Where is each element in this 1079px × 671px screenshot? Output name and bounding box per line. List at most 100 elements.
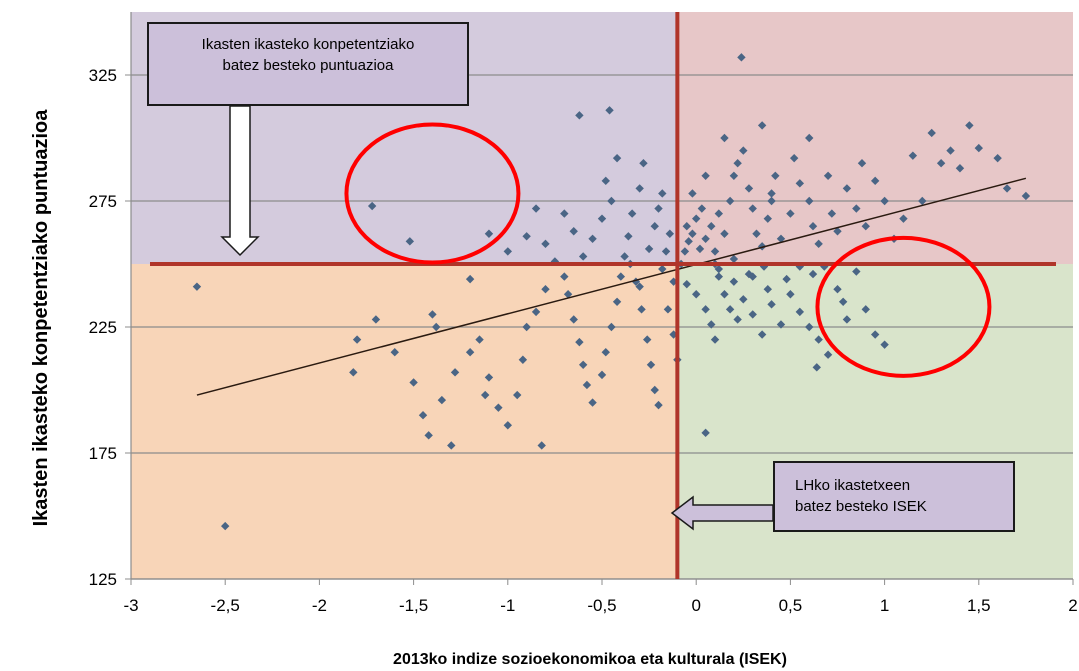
data-point [812, 363, 821, 372]
data-point [563, 290, 573, 299]
data-point [710, 247, 720, 256]
data-point [842, 184, 852, 193]
data-point [899, 214, 908, 223]
data-point [720, 290, 729, 299]
data-point [597, 370, 607, 380]
data-point [789, 153, 799, 163]
highlight-circles [344, 122, 992, 378]
data-point [805, 196, 814, 206]
data-point [447, 441, 456, 450]
data-point [701, 234, 710, 243]
data-point [658, 189, 667, 198]
data-point [692, 214, 701, 223]
data-point [805, 133, 814, 143]
data-point [965, 121, 974, 130]
x-tick-label: -0,5 [587, 596, 616, 615]
x-tick-label: -2,5 [211, 596, 240, 615]
data-point [707, 222, 716, 231]
y-tick-label: 275 [89, 192, 117, 211]
data-point [480, 390, 490, 400]
data-point [569, 315, 578, 324]
data-point [861, 305, 870, 314]
data-point [405, 237, 415, 246]
data-point [612, 153, 622, 163]
data-point [522, 232, 531, 241]
data-point [221, 521, 230, 531]
x-axis-title: 2013ko indize sozioekonomikoa eta kultur… [393, 651, 787, 668]
y-axis-ticks: 125 175 225 275 325 [89, 66, 131, 589]
data-point [748, 272, 757, 281]
left-arrow-icon [670, 495, 774, 531]
data-point [842, 315, 852, 324]
data-point [1021, 191, 1031, 201]
data-point [560, 272, 569, 281]
data-point [870, 330, 880, 339]
data-point [663, 305, 673, 314]
data-point [823, 350, 833, 359]
data-point [513, 390, 522, 400]
data-point [665, 229, 675, 238]
data-point [684, 237, 693, 246]
data-point [680, 247, 690, 256]
data-point [503, 247, 512, 256]
data-point [767, 196, 776, 206]
data-point [771, 171, 780, 180]
data-point [795, 307, 805, 317]
data-point [612, 297, 622, 306]
data-point [857, 159, 867, 168]
data-point [607, 196, 616, 206]
data-point [650, 222, 659, 231]
data-point [752, 229, 761, 238]
data-point [697, 204, 707, 213]
data-point [424, 431, 433, 440]
data-point [833, 285, 842, 294]
data-point [852, 204, 861, 213]
data-point [428, 310, 437, 319]
data-point [714, 272, 724, 281]
x-tick-label: -1 [500, 596, 515, 615]
data-point [620, 252, 629, 261]
data-point [993, 153, 1002, 163]
x-tick-label: -1,5 [399, 596, 428, 615]
mean-isek-callout-line-1: LHko ikastetxeen [795, 477, 911, 494]
data-point [484, 229, 494, 238]
trend-line [196, 177, 1027, 396]
quadrant-top-right [677, 12, 1073, 264]
data-point [748, 204, 757, 213]
x-tick-label: -2 [312, 596, 327, 615]
data-point [522, 322, 531, 332]
data-point [918, 196, 927, 206]
data-point [714, 264, 724, 274]
data-point [737, 53, 746, 62]
data-point [701, 171, 710, 180]
data-point [814, 239, 823, 249]
data-point [635, 184, 644, 193]
data-point [575, 337, 584, 347]
quadrant-backgrounds [131, 12, 1073, 579]
data-point [450, 368, 460, 377]
data-point [795, 179, 805, 188]
data-point [503, 421, 512, 430]
data-point [437, 395, 447, 405]
data-point [692, 290, 701, 299]
highlight-circle [344, 122, 521, 265]
highlight-circle [815, 235, 992, 378]
mean-score-callout: Ikasten ikasteko konpetentziako batez be… [147, 22, 469, 106]
data-point [494, 403, 503, 412]
x-tick-label: 1 [880, 596, 889, 615]
data-point [759, 262, 769, 271]
data-point [763, 214, 772, 223]
data-point [782, 274, 791, 284]
data-point [578, 360, 588, 369]
data-point [757, 330, 767, 339]
data-point [946, 146, 955, 155]
data-point [748, 310, 757, 319]
data-points [192, 53, 1031, 531]
y-axis-title: Ikasten ikasteko konpetentziako puntuazi… [30, 109, 52, 527]
data-point [484, 373, 494, 382]
data-point [569, 227, 578, 236]
data-point [729, 171, 739, 180]
data-point [390, 348, 399, 357]
data-point [720, 229, 729, 238]
